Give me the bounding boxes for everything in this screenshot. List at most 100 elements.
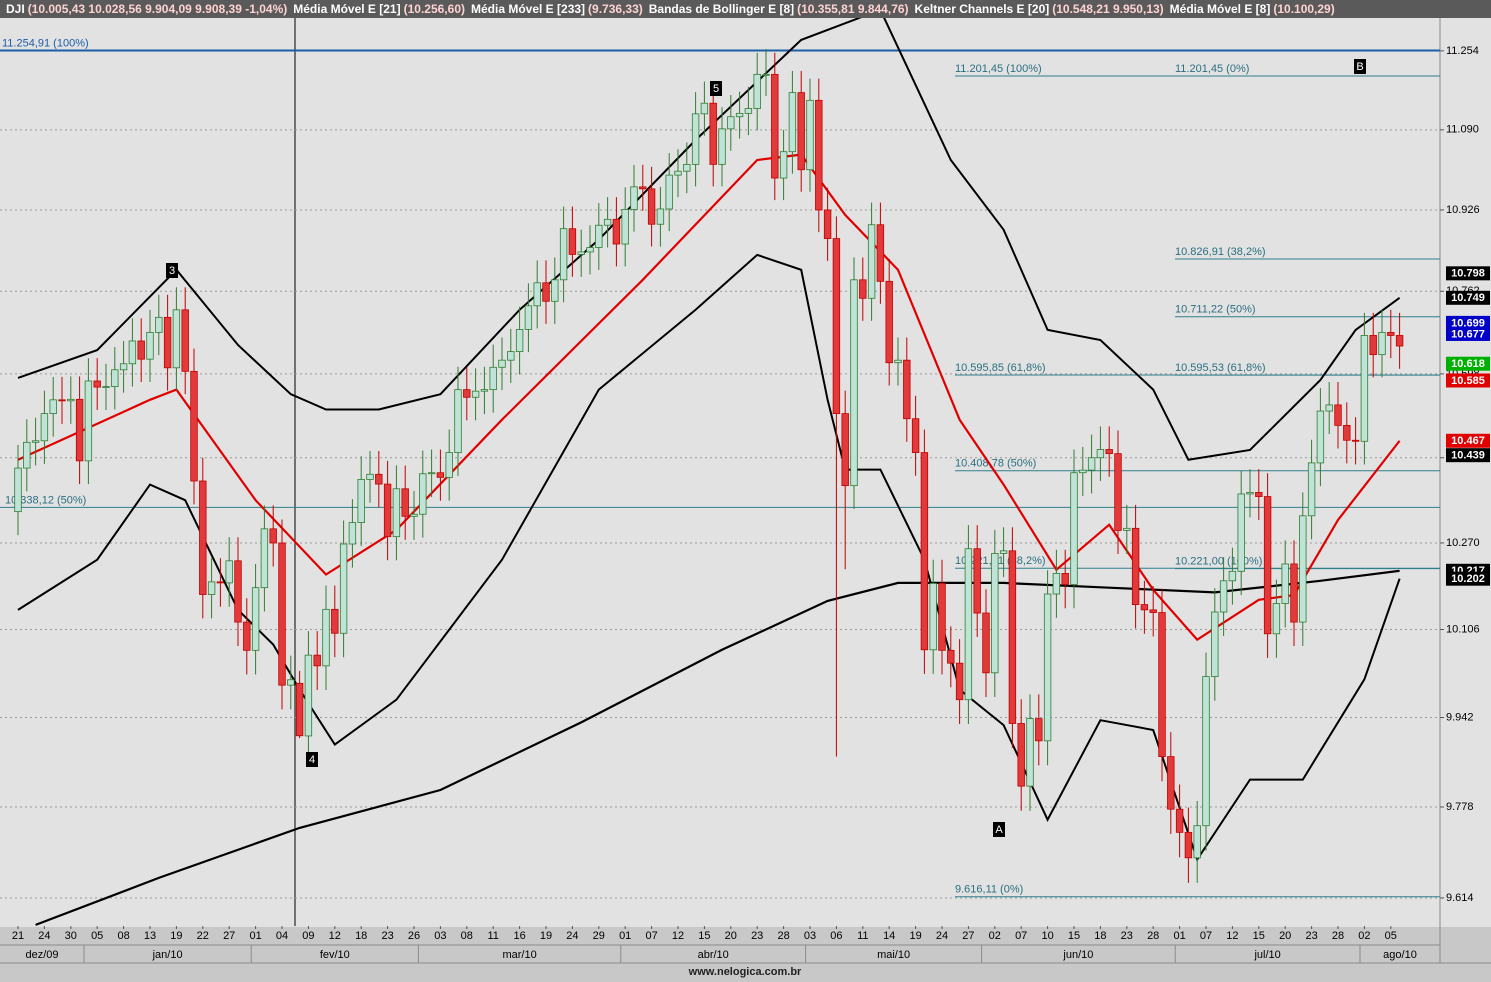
candle-body	[1272, 603, 1281, 635]
candle-body	[788, 92, 797, 153]
level-label: 11.254,91 (100%)	[2, 37, 89, 49]
candle-body	[542, 282, 550, 302]
x-tick-label: 24	[38, 930, 50, 942]
wave-box	[166, 263, 178, 278]
x-tick-label: 05	[91, 930, 103, 942]
legend-values: (9.736,33)	[588, 2, 643, 16]
x-tick-label: 11	[487, 930, 498, 942]
candle-body	[40, 413, 49, 442]
candle-body	[524, 305, 533, 330]
candle-body	[119, 363, 128, 371]
candle-body	[885, 280, 893, 364]
candle-body	[823, 209, 832, 239]
candle-body	[102, 386, 110, 388]
legend-values: (10.256,60)	[403, 2, 465, 16]
candle-body	[1255, 492, 1263, 497]
y-tick-label: 10.926	[1446, 204, 1480, 216]
wave-label: A	[995, 824, 1003, 836]
price-tag-label: 10.467	[1451, 435, 1485, 447]
candle-body	[709, 102, 717, 165]
price-tag	[1446, 315, 1490, 330]
candle-body	[445, 452, 453, 478]
candle-body	[190, 370, 198, 482]
candle-body	[471, 390, 480, 398]
candle-body	[331, 608, 339, 634]
candle-body	[1351, 439, 1360, 442]
y-tick-label: 11.254	[1446, 45, 1479, 57]
x-tick-label: 12	[672, 930, 684, 942]
price-tag-label: 10.798	[1451, 268, 1485, 280]
x-tick-label: 21	[12, 930, 24, 942]
candle-body	[1035, 718, 1043, 742]
candle-body	[1307, 462, 1316, 517]
candle-body	[410, 513, 418, 517]
x-tick-label: 02	[989, 930, 1001, 942]
candle-body	[366, 473, 374, 480]
legend-values: (10.005,43 10.028,56 9.904,09 9.908,39 -…	[27, 2, 288, 16]
wave-box	[306, 752, 318, 767]
legend-values: (10.548,21 9.950,13)	[1052, 2, 1164, 16]
candle-body	[480, 389, 489, 392]
x-tick-label: 15	[1253, 930, 1265, 942]
candle-body	[929, 583, 937, 651]
candle-body	[1158, 612, 1166, 758]
x-tick-label: 24	[936, 930, 948, 942]
candle-body	[1211, 611, 1219, 677]
price-tag-label: 10.699	[1451, 317, 1485, 329]
y-tick-label: 10.106	[1446, 623, 1480, 635]
candle-body	[489, 366, 497, 391]
candle-body	[463, 389, 471, 398]
x-tick-label: 30	[65, 930, 77, 942]
candle-body	[269, 528, 277, 544]
month-label: mai/10	[877, 949, 910, 961]
x-tick-label: 06	[830, 930, 842, 942]
candle-body	[225, 560, 233, 584]
candle-body	[806, 99, 814, 171]
candle-body	[1167, 756, 1175, 810]
level-label: 10.595,53 (61,8%)	[1175, 362, 1266, 374]
candle-body	[383, 483, 392, 538]
wave-label: 3	[169, 265, 175, 277]
x-tick-label: 12	[329, 930, 341, 942]
x-tick-label: 07	[1200, 930, 1212, 942]
x-tick-label: 10	[1041, 930, 1053, 942]
candle-body	[1061, 573, 1069, 585]
candle-body	[1017, 723, 1025, 787]
annotations: 11.254,91 (100%) 11.201,45 (100%) 11.201,4…	[0, 37, 1440, 898]
candle-body	[155, 316, 163, 333]
candle-body	[973, 548, 981, 614]
candle-body	[58, 399, 66, 402]
candle-body	[691, 113, 700, 165]
candle-body	[612, 218, 621, 245]
candle-body	[1123, 527, 1131, 531]
candle-body	[603, 218, 612, 226]
candle-body	[779, 151, 788, 179]
candle-body	[1395, 335, 1404, 347]
candle-body	[75, 398, 84, 462]
legend-name: DJI	[6, 2, 25, 16]
x-tick-label: 14	[883, 930, 895, 942]
candle-body	[1202, 676, 1210, 827]
y-tick-label: 10.270	[1446, 537, 1480, 549]
x-tick-label: 24	[566, 930, 578, 942]
level-label: 10.338,12 (50%)	[5, 494, 86, 506]
x-tick-label: 16	[513, 930, 525, 942]
candle-body	[700, 102, 709, 115]
candle-body	[1114, 453, 1122, 531]
level-label: 11.201,45 (100%)	[955, 63, 1042, 75]
candle-body	[1043, 593, 1052, 742]
candle-body	[1026, 718, 1034, 787]
wave-label: 4	[309, 754, 315, 766]
price-tag	[1446, 433, 1490, 448]
candle-body	[84, 380, 93, 462]
x-tick-label: 01	[619, 930, 631, 942]
x-tick-label: 28	[1147, 930, 1159, 942]
level-label: 10.711,22 (50%)	[1175, 304, 1256, 316]
x-tick-label: 07	[1015, 930, 1027, 942]
candle-body	[744, 108, 753, 114]
wave-box	[1354, 59, 1366, 74]
candle-body	[630, 186, 638, 210]
candle-body	[1184, 831, 1193, 859]
candle-body	[339, 543, 348, 634]
x-tick-label: 03	[804, 930, 816, 942]
